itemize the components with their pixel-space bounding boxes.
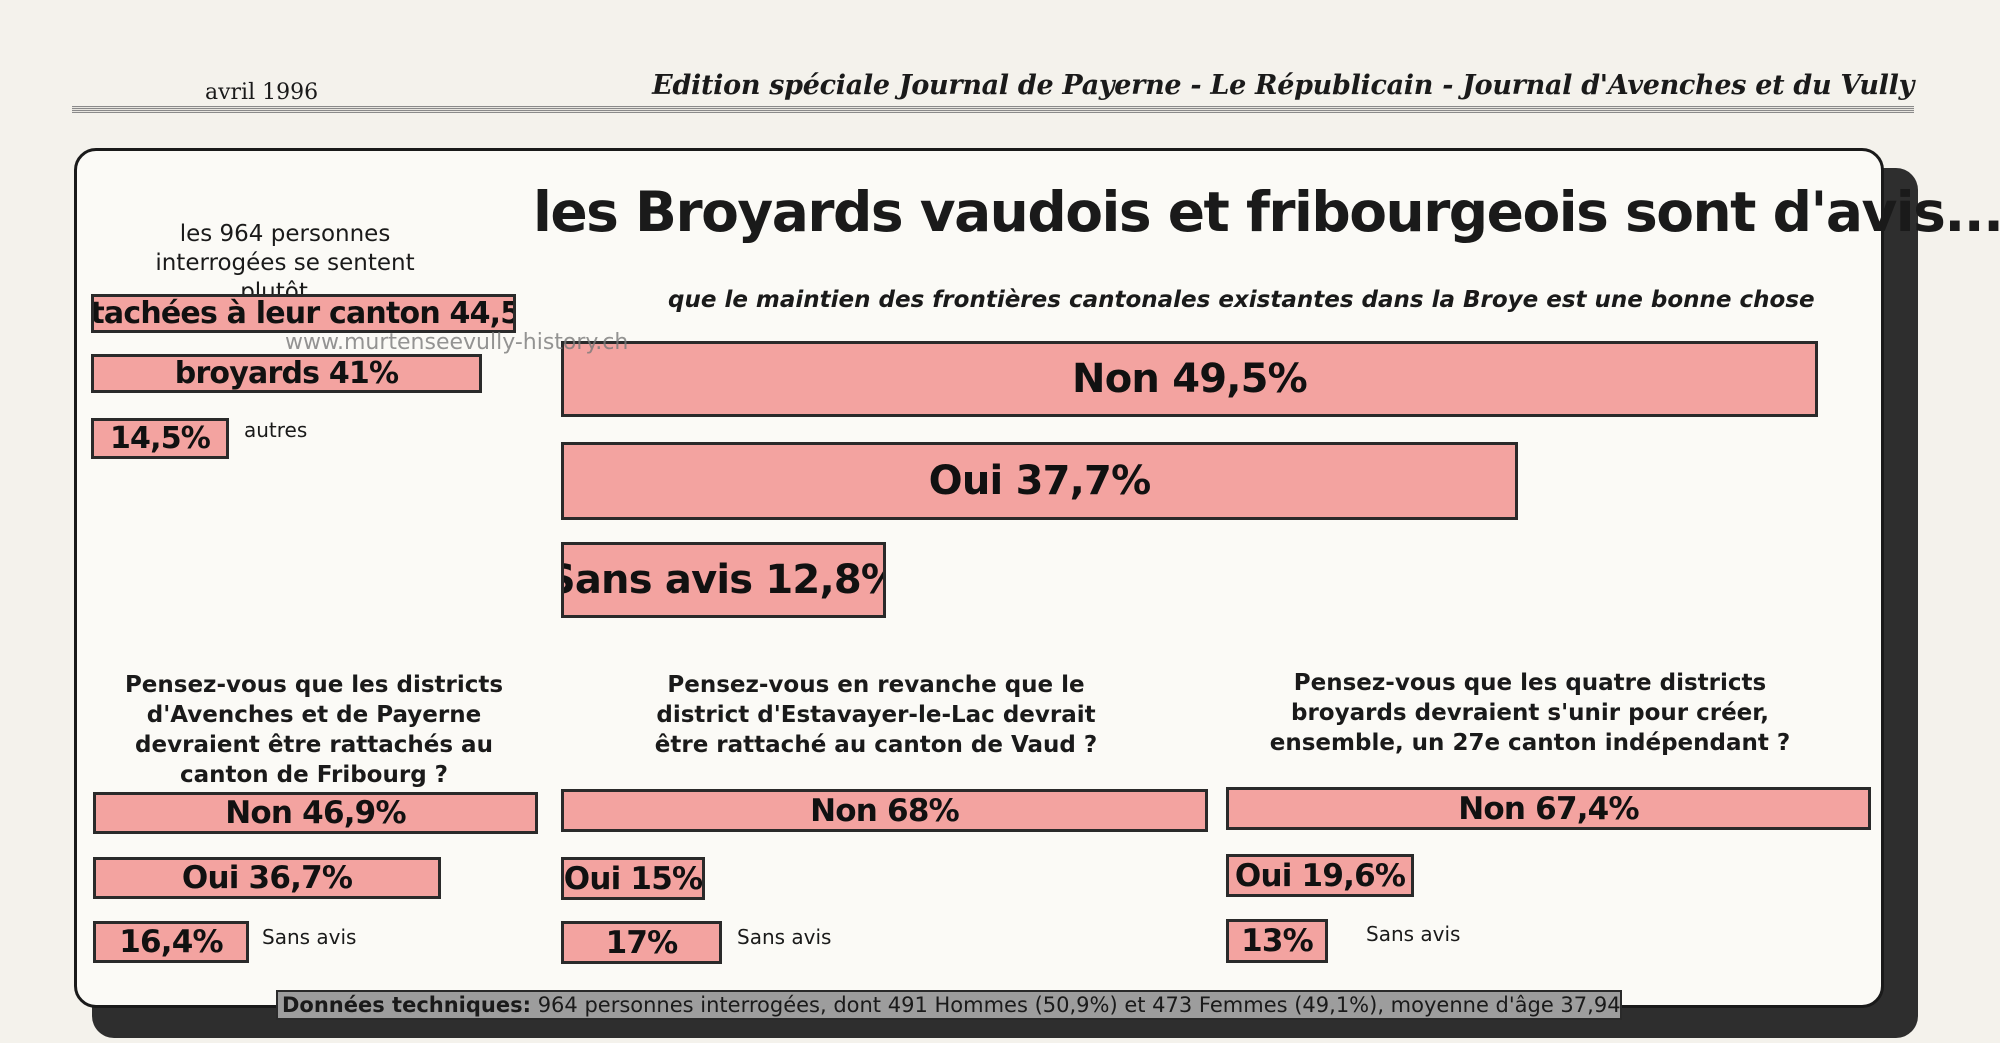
- bar-q1-oui: Oui 36,7%: [93, 857, 441, 899]
- main-chart-title: les Broyards vaudois et fribourgeois son…: [533, 180, 2000, 244]
- bar-q1-side-label: Sans avis: [262, 925, 357, 949]
- bar-main-non: Non 49,5%: [561, 341, 1818, 417]
- bar-q2-oui: Oui 15%: [561, 857, 705, 900]
- bar-q2-non: Non 68%: [561, 789, 1208, 832]
- bar-q3-oui: Oui 19,6%: [1226, 854, 1414, 897]
- question-estavayer: Pensez-vous en revanche que le district …: [654, 672, 1098, 758]
- bar-canton-attachment: attachées à leur canton 44,5%: [91, 294, 516, 333]
- bar-q3-non: Non 67,4%: [1226, 787, 1871, 830]
- bar-q3-side-label: Sans avis: [1366, 922, 1461, 946]
- technical-data-footer: Données techniques: 964 personnes interr…: [276, 990, 1622, 1020]
- footer-label: Données techniques:: [282, 993, 532, 1017]
- bar-broyards: broyards 41%: [91, 354, 482, 393]
- bar-q2-sans-avis: 17%: [561, 921, 722, 964]
- footer-text: 964 personnes interrogées, dont 491 Homm…: [537, 993, 1621, 1017]
- bar-main-oui: Oui 37,7%: [561, 442, 1518, 520]
- identity-chart-title: les 964 personnes interrogées se sentent…: [155, 221, 415, 305]
- masthead-title: Edition spéciale Journal de Payerne - Le…: [652, 70, 1914, 101]
- bar-others-side-label: autres: [244, 418, 308, 442]
- bar-q1-non: Non 46,9%: [93, 792, 538, 834]
- masthead-date: avril 1996: [205, 80, 319, 105]
- watermark: www.murtenseevully-history.ch: [285, 330, 629, 355]
- main-chart-subtitle: que le maintien des frontières cantonale…: [668, 287, 1815, 313]
- question-27e-canton: Pensez-vous que les quatre districts bro…: [1269, 670, 1791, 756]
- question-avenches-payerne: Pensez-vous que les districts d'Avenches…: [124, 672, 504, 788]
- masthead-rule: [72, 106, 1914, 113]
- bar-q3-sans-avis: 13%: [1226, 919, 1328, 963]
- bar-q1-sans-avis: 16,4%: [93, 921, 249, 963]
- bar-q2-side-label: Sans avis: [737, 925, 832, 949]
- bar-main-sans-avis: Sans avis 12,8%: [561, 542, 886, 618]
- bar-others: 14,5%: [91, 418, 229, 459]
